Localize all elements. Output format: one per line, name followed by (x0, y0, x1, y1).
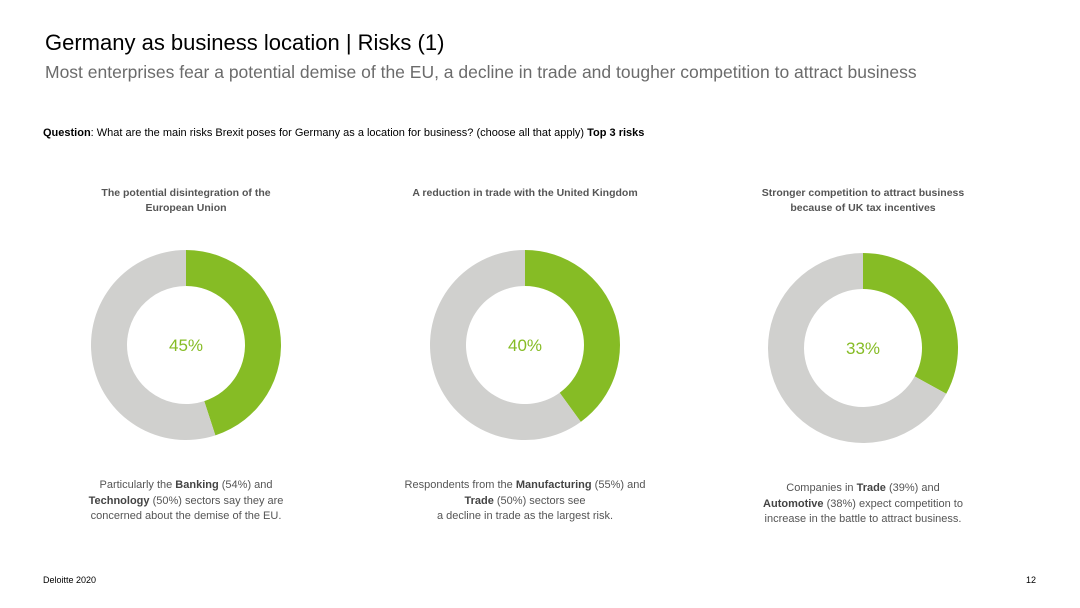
note-text: (39%) and (885, 482, 940, 494)
question-label: Question (43, 127, 91, 139)
donut-svg: 45% (90, 250, 281, 440)
note-text: (55%) and (591, 479, 646, 491)
chart-title: The potential disintegration of the Euro… (101, 187, 271, 214)
note-sector: Banking (175, 479, 219, 491)
note-text: increase in the battle to attract busine… (764, 513, 962, 525)
note-sector: Technology (88, 494, 150, 507)
chart-title: A reduction in trade with the United Kin… (412, 187, 638, 199)
donut-slice-remainder (768, 253, 947, 443)
donut-chart: 45% (56, 245, 316, 445)
note-text: (38%) expect competition to (823, 497, 963, 510)
note-text: Particularly the (99, 479, 176, 491)
note-text: (50%) sectors see (493, 494, 586, 507)
page-number: 12 (1025, 575, 1036, 585)
donut-value-label: 40% (508, 336, 542, 355)
question-emphasis: Top 3 risks (587, 127, 645, 139)
note-text: (50%) sectors say they are (149, 494, 284, 507)
note-text: a decline in trade as the largest risk. (436, 510, 614, 522)
note-sector: Automotive (763, 497, 824, 510)
note-sector: Trade (464, 494, 494, 507)
donut-slice-remainder (90, 250, 216, 440)
note-sector: Manufacturing (515, 479, 592, 491)
donut-value-label: 45% (169, 336, 203, 355)
page-subtitle: Most enterprises fear a potential demise… (45, 62, 917, 82)
donut-chart: 40% (395, 245, 655, 445)
risk-panel-eu: The potential disintegration of the Euro… (56, 0, 316, 608)
chart-note: Companies in Trade (39%) and Automotive (… (733, 481, 993, 528)
chart-title: Stronger competition to attract business… (761, 187, 965, 214)
chart-note: Particularly the Banking (54%) and Techno… (56, 478, 316, 525)
survey-question: Question: What are the main risks Brexit… (43, 127, 644, 139)
risk-panel-competition: Stronger competition to attract business… (733, 0, 993, 608)
donut-slice-share (186, 250, 281, 436)
donut-slice-share (863, 253, 958, 394)
note-text: (54%) and (218, 479, 273, 491)
note-text: Companies in (786, 482, 857, 494)
donut-svg: 40% (430, 250, 620, 440)
donut-slice-remainder (430, 250, 581, 440)
donut-svg: 33% (768, 253, 958, 443)
footer-source: Deloitte 2020 (43, 575, 97, 585)
donut-value-label: 33% (846, 339, 880, 358)
page-title: Germany as business location | Risks (1) (45, 30, 445, 55)
donut-slice-share (525, 250, 620, 422)
chart-note: Respondents from the Manufacturing (55%)… (395, 478, 655, 525)
note-text: concerned about the demise of the EU. (90, 510, 282, 522)
note-text: Respondents from the (404, 479, 516, 491)
question-text: : What are the main risks Brexit poses f… (90, 127, 588, 139)
note-sector: Trade (856, 482, 886, 494)
donut-chart: 33% (733, 248, 993, 448)
risk-panel-trade: A reduction in trade with the United Kin… (395, 0, 655, 608)
